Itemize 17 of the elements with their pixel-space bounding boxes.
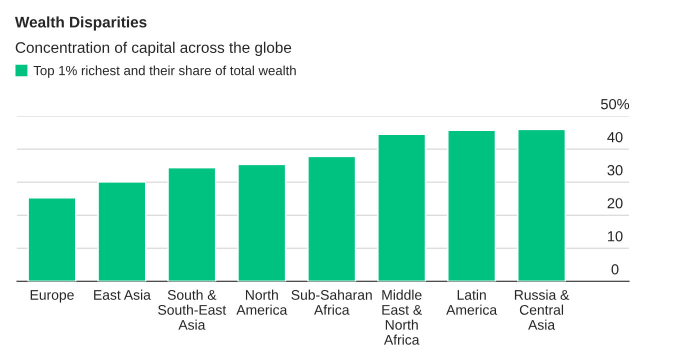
legend-label: Top 1% richest and their share of total wealth (34, 66, 296, 78)
x-tick-label: Latin America (446, 290, 498, 315)
y-tick-label: 0 (612, 264, 618, 274)
x-tick-label: North America (236, 290, 288, 315)
y-tick-label: 30 (607, 165, 623, 176)
x-tick-label: East Asia (94, 290, 151, 300)
x-tick-label: Sub-Saharan Africa (291, 290, 372, 315)
x-tick-label: Europe (30, 290, 74, 303)
y-tick-label: 50% (601, 98, 630, 110)
chart-title: Wealth Disparities (14, 16, 147, 31)
y-tick-label: 20 (608, 198, 623, 208)
chart-subtitle: Concentration of capital across the globe (16, 42, 292, 56)
x-tick-label: Russia & Central Asia (514, 290, 570, 330)
x-tick-label: South & South-East Asia (158, 290, 226, 330)
y-tick-label: 40 (607, 132, 623, 142)
x-tick-label: Middle East & North Africa (382, 290, 422, 345)
y-tick-label: 10 (608, 231, 623, 242)
